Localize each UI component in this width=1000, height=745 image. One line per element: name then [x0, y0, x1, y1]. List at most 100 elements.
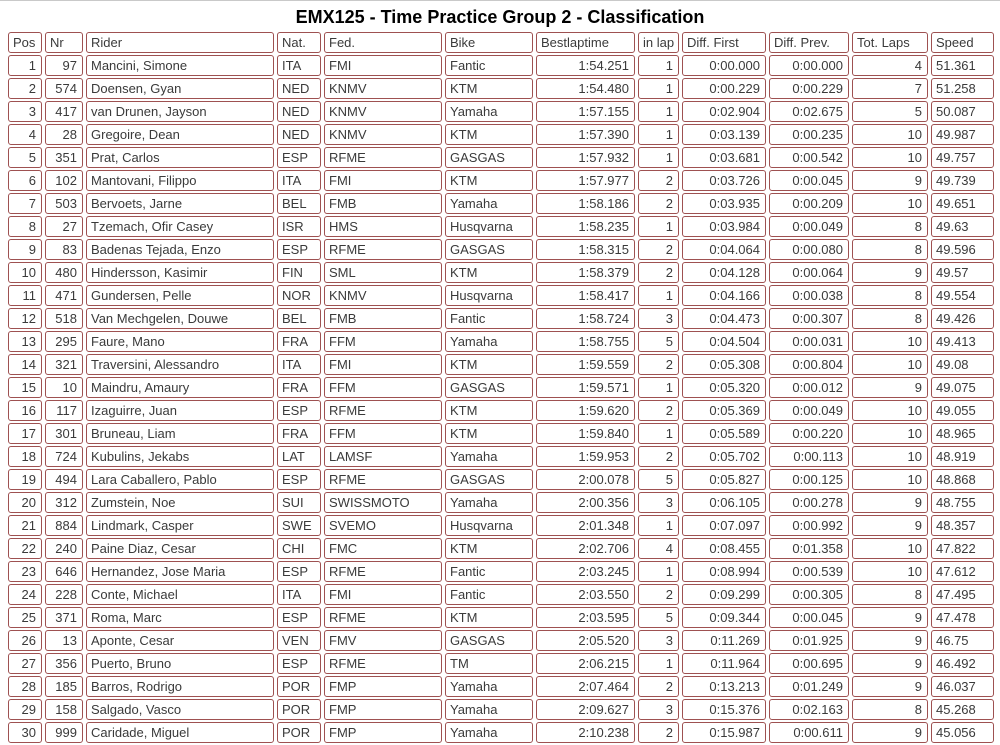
cell-nat: SUI: [277, 492, 321, 513]
table-row: 22 240 Paine Diaz, Cesar CHI FMC KTM 2:02.706 4…: [8, 538, 994, 559]
cell-nr: 13: [45, 630, 83, 651]
table-row: 12 518 Van Mechgelen, Douwe BEL FMB Fantic 1:5…: [8, 308, 994, 329]
cell-diff-prev: 0:00.049: [769, 216, 849, 237]
cell-fed: HMS: [324, 216, 442, 237]
cell-pos: 27: [8, 653, 42, 674]
cell-diff-prev: 0:00.695: [769, 653, 849, 674]
cell-pos: 22: [8, 538, 42, 559]
page-title: EMX125 - Time Practice Group 2 - Classif…: [295, 7, 705, 27]
cell-speed: 45.056: [931, 722, 994, 743]
cell-rider: Gregoire, Dean: [86, 124, 274, 145]
cell-tot-laps: 10: [852, 400, 928, 421]
cell-rider: Lindmark, Casper: [86, 515, 274, 536]
cell-diff-first: 0:04.128: [682, 262, 766, 283]
cell-bike: Yamaha: [445, 492, 533, 513]
cell-nr: 301: [45, 423, 83, 444]
cell-nr: 471: [45, 285, 83, 306]
cell-pos: 12: [8, 308, 42, 329]
cell-diff-first: 0:04.473: [682, 308, 766, 329]
cell-nat: POR: [277, 722, 321, 743]
cell-bike: KTM: [445, 262, 533, 283]
cell-fed: SVEMO: [324, 515, 442, 536]
cell-bike: Yamaha: [445, 101, 533, 122]
cell-bike: Husqvarna: [445, 216, 533, 237]
cell-bike: KTM: [445, 124, 533, 145]
cell-diff-prev: 0:00.307: [769, 308, 849, 329]
cell-in-lap: 1: [638, 216, 679, 237]
cell-in-lap: 5: [638, 331, 679, 352]
cell-bestlaptime: 1:59.620: [536, 400, 635, 421]
cell-rider: Gundersen, Pelle: [86, 285, 274, 306]
cell-bestlaptime: 2:00.078: [536, 469, 635, 490]
cell-pos: 24: [8, 584, 42, 605]
cell-tot-laps: 9: [852, 630, 928, 651]
table-row: 25 371 Roma, Marc ESP RFME KTM 2:03.595 5 0:09.3…: [8, 607, 994, 628]
cell-fed: FMC: [324, 538, 442, 559]
cell-in-lap: 3: [638, 630, 679, 651]
cell-pos: 10: [8, 262, 42, 283]
cell-nr: 999: [45, 722, 83, 743]
cell-tot-laps: 8: [852, 239, 928, 260]
cell-in-lap: 5: [638, 607, 679, 628]
cell-diff-first: 0:09.299: [682, 584, 766, 605]
cell-pos: 3: [8, 101, 42, 122]
cell-nr: 228: [45, 584, 83, 605]
column-header-speed: Speed: [931, 32, 994, 53]
cell-diff-first: 0:05.589: [682, 423, 766, 444]
cell-rider: Tzemach, Ofir Casey: [86, 216, 274, 237]
cell-pos: 19: [8, 469, 42, 490]
cell-bestlaptime: 1:58.186: [536, 193, 635, 214]
cell-pos: 20: [8, 492, 42, 513]
cell-bestlaptime: 1:59.559: [536, 354, 635, 375]
table-row: 28 185 Barros, Rodrigo POR FMP Yamaha 2:07.464…: [8, 676, 994, 697]
cell-pos: 13: [8, 331, 42, 352]
cell-bike: KTM: [445, 423, 533, 444]
cell-fed: FMP: [324, 699, 442, 720]
cell-pos: 16: [8, 400, 42, 421]
cell-in-lap: 2: [638, 446, 679, 467]
cell-rider: Mantovani, Filippo: [86, 170, 274, 191]
cell-in-lap: 2: [638, 354, 679, 375]
cell-nat: FIN: [277, 262, 321, 283]
cell-nat: ITA: [277, 55, 321, 76]
cell-fed: FMB: [324, 308, 442, 329]
cell-diff-first: 0:03.984: [682, 216, 766, 237]
cell-nat: ESP: [277, 561, 321, 582]
cell-in-lap: 1: [638, 515, 679, 536]
cell-rider: Kubulins, Jekabs: [86, 446, 274, 467]
cell-nr: 371: [45, 607, 83, 628]
cell-speed: 51.361: [931, 55, 994, 76]
cell-bestlaptime: 1:54.480: [536, 78, 635, 99]
cell-bike: GASGAS: [445, 469, 533, 490]
cell-tot-laps: 10: [852, 469, 928, 490]
cell-pos: 21: [8, 515, 42, 536]
table-body: 1 97 Mancini, Simone ITA FMI Fantic 1:54.251 1 0…: [8, 55, 994, 743]
cell-diff-first: 0:05.308: [682, 354, 766, 375]
table-header: Pos Nr Rider Nat. Fed. Bike Bestlaptime in lap D…: [8, 32, 994, 53]
table-row: 15 10 Maindru, Amaury FRA FFM GASGAS 1:59.571 1…: [8, 377, 994, 398]
cell-diff-first: 0:03.681: [682, 147, 766, 168]
table-row: 27 356 Puerto, Bruno ESP RFME TM 2:06.215 1 0:11…: [8, 653, 994, 674]
cell-tot-laps: 7: [852, 78, 928, 99]
table-row: 11 471 Gundersen, Pelle NOR KNMV Husqvarna 1:5…: [8, 285, 994, 306]
cell-bestlaptime: 1:58.379: [536, 262, 635, 283]
cell-tot-laps: 8: [852, 216, 928, 237]
cell-diff-prev: 0:02.675: [769, 101, 849, 122]
cell-fed: FMP: [324, 676, 442, 697]
cell-nat: VEN: [277, 630, 321, 651]
cell-pos: 29: [8, 699, 42, 720]
cell-diff-prev: 0:00.235: [769, 124, 849, 145]
cell-bestlaptime: 1:58.315: [536, 239, 635, 260]
cell-bestlaptime: 1:58.724: [536, 308, 635, 329]
cell-fed: FMI: [324, 170, 442, 191]
cell-pos: 30: [8, 722, 42, 743]
cell-rider: Lara Caballero, Pablo: [86, 469, 274, 490]
cell-bike: KTM: [445, 538, 533, 559]
cell-diff-prev: 0:01.358: [769, 538, 849, 559]
cell-bike: Husqvarna: [445, 285, 533, 306]
cell-nr: 356: [45, 653, 83, 674]
cell-rider: Badenas Tejada, Enzo: [86, 239, 274, 260]
table-row: 16 117 Izaguirre, Juan ESP RFME KTM 1:59.620 2 0…: [8, 400, 994, 421]
cell-fed: FFM: [324, 377, 442, 398]
cell-nr: 295: [45, 331, 83, 352]
